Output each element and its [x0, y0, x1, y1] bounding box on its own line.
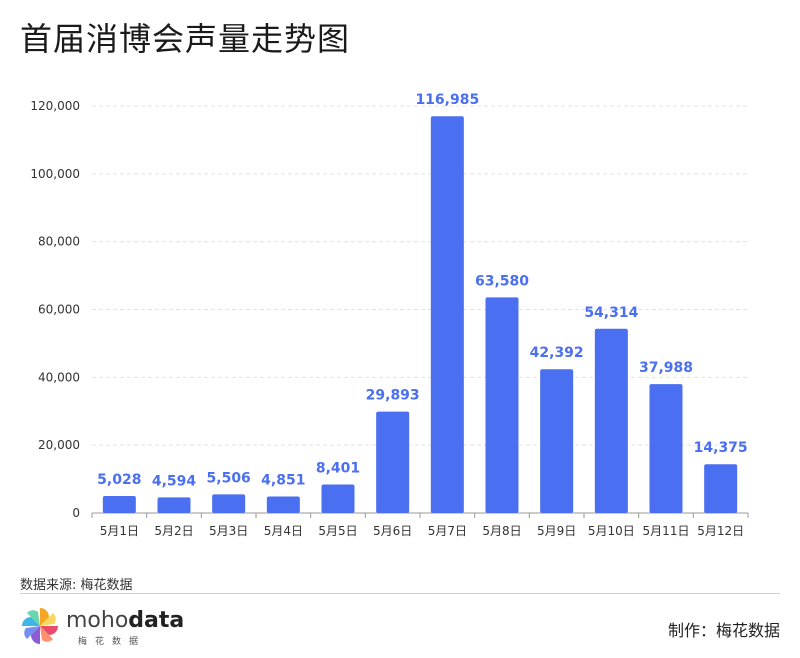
- producer-credit: 制作：梅花数据: [667, 621, 780, 640]
- data-label: 63,580: [475, 273, 529, 289]
- bar: [321, 484, 355, 513]
- data-label: 4,594: [152, 473, 197, 489]
- logo-wordmark: mohodata: [66, 608, 185, 633]
- bar: [102, 495, 136, 513]
- x-tick-label: 5月6日: [373, 524, 412, 538]
- y-tick-label: 60,000: [38, 303, 80, 317]
- y-tick-label: 0: [72, 506, 80, 520]
- bar: [594, 328, 628, 513]
- x-tick-label: 5月9日: [537, 524, 576, 538]
- data-label: 8,401: [316, 461, 360, 477]
- moho-logo: mohodata 梅花数据: [20, 606, 184, 647]
- data-label: 5,028: [97, 472, 141, 488]
- x-tick-label: 5月3日: [209, 524, 248, 538]
- data-label: 37,988: [639, 360, 693, 376]
- y-tick-label: 100,000: [30, 167, 80, 181]
- pinwheel-logo-icon: [22, 608, 58, 644]
- x-tick-label: 5月12日: [697, 524, 744, 538]
- x-tick-label: 5月10日: [588, 524, 635, 538]
- data-label: 5,506: [207, 470, 251, 486]
- x-tick-label: 5月4日: [264, 524, 303, 538]
- x-tick-label: 5月8日: [482, 524, 521, 538]
- bar: [157, 497, 191, 513]
- x-tick-label: 5月1日: [100, 524, 139, 538]
- bar: [376, 411, 410, 513]
- data-label: 116,985: [415, 92, 479, 108]
- chart-title: 首届消博会声量走势图: [20, 20, 351, 58]
- bar: [266, 496, 300, 513]
- bar: [212, 494, 246, 513]
- bar: [649, 384, 683, 513]
- bar: [540, 369, 574, 513]
- logo-subtitle: 梅花数据: [78, 637, 147, 647]
- footer-divider: [20, 593, 780, 594]
- y-tick-label: 40,000: [38, 370, 80, 384]
- x-tick-label: 5月11日: [643, 524, 690, 538]
- data-label: 42,392: [530, 345, 584, 361]
- bar: [704, 464, 738, 513]
- y-tick-label: 120,000: [30, 99, 80, 113]
- x-tick-label: 5月5日: [318, 524, 357, 538]
- x-tick-label: 5月2日: [154, 524, 193, 538]
- y-tick-label: 20,000: [38, 438, 80, 452]
- bar: [430, 116, 464, 513]
- bar-chart: 0 20,000 40,000 60,000 80,000 100,000 120,000 5…: [30, 92, 749, 538]
- data-label: 29,893: [366, 388, 420, 404]
- y-tick-label: 80,000: [38, 235, 80, 249]
- bar: [485, 297, 519, 513]
- data-label: 4,851: [261, 473, 305, 489]
- x-tick-label: 5月7日: [428, 524, 467, 538]
- data-label: 54,314: [584, 305, 638, 321]
- data-source-note: 数据来源: 梅花数据: [20, 578, 133, 593]
- data-label: 14,375: [694, 440, 748, 456]
